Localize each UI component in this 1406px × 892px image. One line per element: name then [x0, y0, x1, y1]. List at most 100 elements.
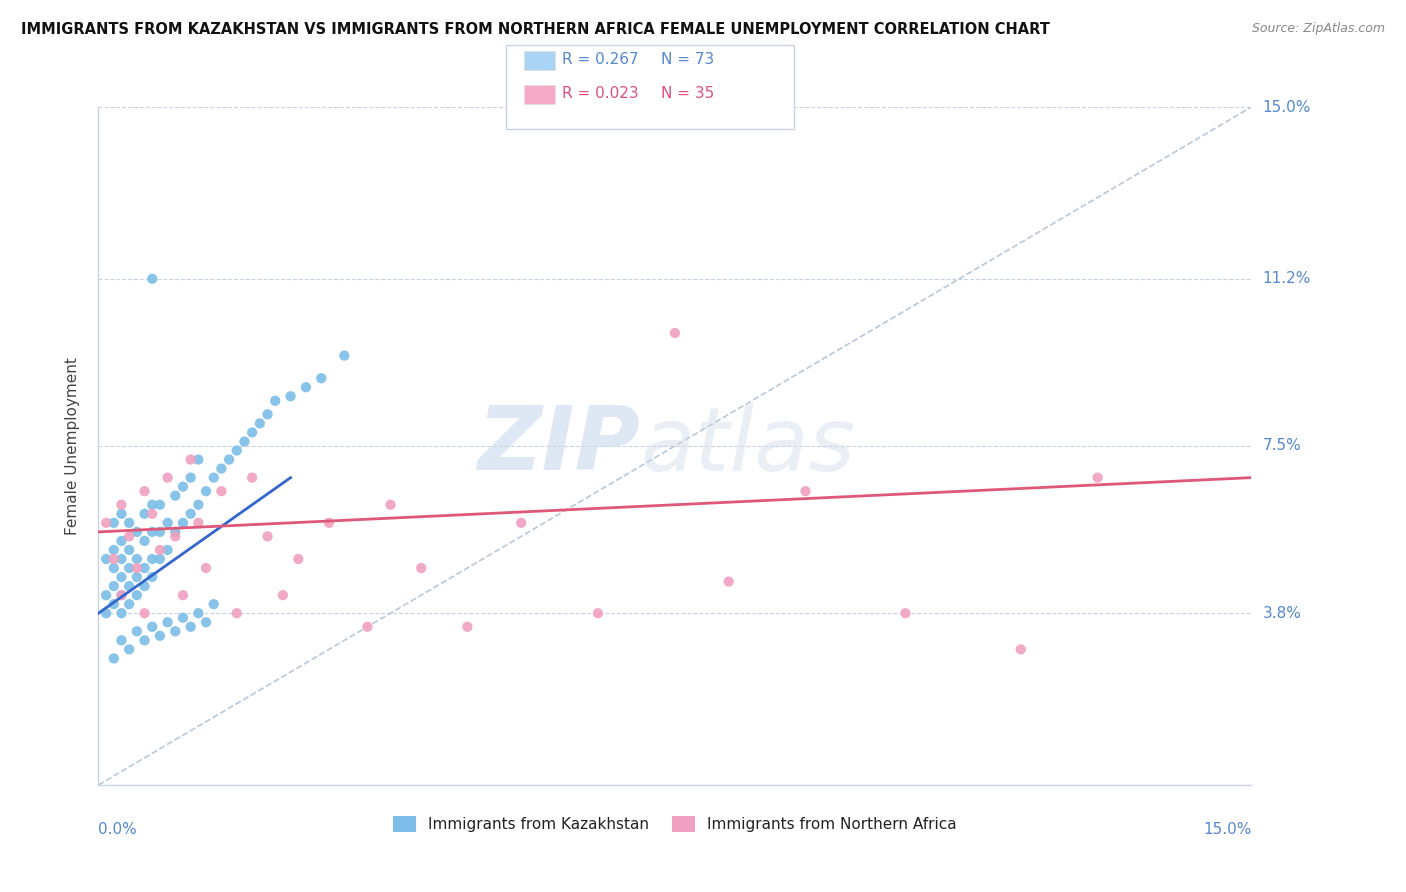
Point — [256, 529, 278, 543]
Point — [156, 543, 179, 558]
Point — [794, 484, 817, 499]
Point — [287, 552, 309, 566]
Point — [172, 611, 194, 625]
Point — [134, 579, 156, 593]
Point — [141, 552, 163, 566]
Point — [110, 606, 132, 620]
Point — [249, 417, 271, 431]
Point — [256, 408, 278, 422]
Point — [380, 498, 402, 512]
Text: R = 0.267: R = 0.267 — [562, 53, 638, 67]
Text: 7.5%: 7.5% — [1263, 439, 1301, 453]
Point — [264, 393, 287, 408]
Point — [233, 434, 256, 449]
Point — [271, 588, 294, 602]
Text: 3.8%: 3.8% — [1263, 606, 1302, 621]
Text: N = 73: N = 73 — [661, 53, 714, 67]
Point — [209, 461, 232, 475]
Point — [156, 516, 179, 530]
Point — [149, 629, 172, 643]
Point — [110, 588, 132, 602]
Point — [180, 470, 202, 484]
Point — [94, 588, 117, 602]
Point — [165, 529, 187, 543]
Text: Source: ZipAtlas.com: Source: ZipAtlas.com — [1251, 22, 1385, 36]
Point — [209, 484, 232, 499]
Point — [118, 529, 141, 543]
Point — [333, 349, 356, 363]
Point — [240, 470, 263, 484]
Point — [134, 606, 156, 620]
Legend: Immigrants from Kazakhstan, Immigrants from Northern Africa: Immigrants from Kazakhstan, Immigrants f… — [387, 810, 963, 838]
Point — [280, 389, 302, 403]
Point — [180, 620, 202, 634]
Point — [103, 561, 125, 575]
Text: 0.0%: 0.0% — [98, 822, 138, 838]
Point — [141, 498, 163, 512]
Text: R = 0.023: R = 0.023 — [562, 87, 638, 101]
Point — [180, 452, 202, 467]
Point — [141, 570, 163, 584]
Point — [118, 543, 141, 558]
Point — [118, 597, 141, 611]
Point — [110, 498, 132, 512]
Point — [110, 570, 132, 584]
Point — [141, 507, 163, 521]
Point — [103, 579, 125, 593]
Point — [125, 588, 148, 602]
Point — [411, 561, 433, 575]
Text: atlas: atlas — [640, 403, 855, 489]
Point — [1087, 470, 1109, 484]
Point — [94, 516, 117, 530]
Point — [894, 606, 917, 620]
Point — [149, 498, 172, 512]
Point — [134, 507, 156, 521]
Point — [172, 480, 194, 494]
Point — [103, 651, 125, 665]
Point — [125, 552, 148, 566]
Point — [187, 452, 209, 467]
Text: IMMIGRANTS FROM KAZAKHSTAN VS IMMIGRANTS FROM NORTHERN AFRICA FEMALE UNEMPLOYMEN: IMMIGRANTS FROM KAZAKHSTAN VS IMMIGRANTS… — [21, 22, 1050, 37]
Point — [118, 516, 141, 530]
Point — [202, 470, 225, 484]
Point — [103, 516, 125, 530]
Point — [172, 516, 194, 530]
Point — [195, 484, 218, 499]
Point — [717, 574, 740, 589]
Point — [187, 606, 209, 620]
Text: 15.0%: 15.0% — [1263, 100, 1310, 114]
Point — [586, 606, 609, 620]
Point — [141, 272, 163, 286]
Point — [103, 552, 125, 566]
Point — [318, 516, 340, 530]
Point — [165, 489, 187, 503]
Point — [295, 380, 318, 394]
Point — [165, 524, 187, 539]
Point — [134, 561, 156, 575]
Point — [141, 524, 163, 539]
Point — [172, 588, 194, 602]
Point — [187, 498, 209, 512]
Point — [149, 524, 172, 539]
Point — [134, 484, 156, 499]
Text: ZIP: ZIP — [478, 402, 640, 490]
Point — [125, 524, 148, 539]
Point — [110, 507, 132, 521]
Point — [118, 642, 141, 657]
Y-axis label: Female Unemployment: Female Unemployment — [65, 357, 80, 535]
Point — [240, 425, 263, 440]
Text: N = 35: N = 35 — [661, 87, 714, 101]
Point — [311, 371, 333, 385]
Point — [103, 597, 125, 611]
Point — [202, 597, 225, 611]
Point — [118, 579, 141, 593]
Point — [125, 561, 148, 575]
Point — [225, 443, 247, 458]
Point — [125, 570, 148, 584]
Point — [110, 633, 132, 648]
Point — [664, 326, 686, 340]
Point — [456, 620, 478, 634]
Point — [134, 633, 156, 648]
Point — [110, 552, 132, 566]
Point — [187, 516, 209, 530]
